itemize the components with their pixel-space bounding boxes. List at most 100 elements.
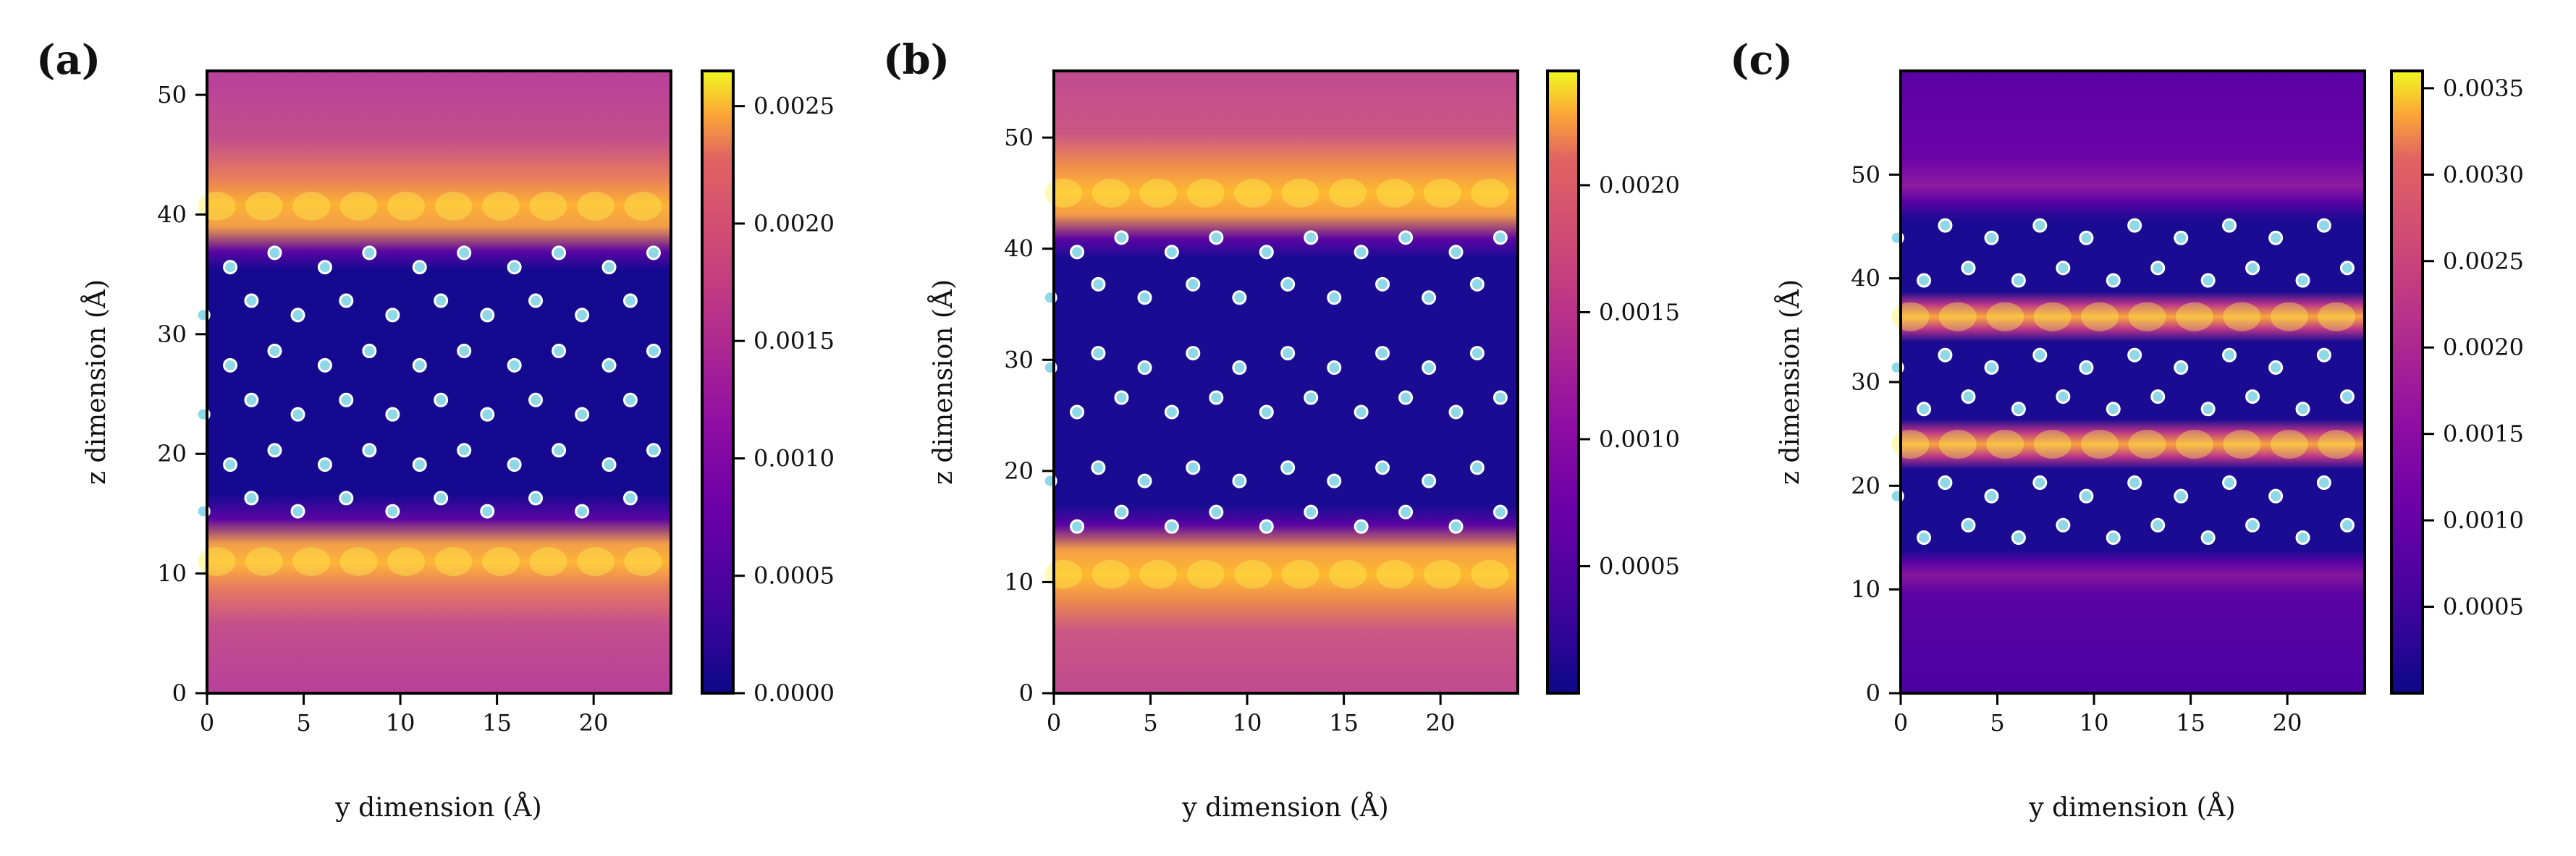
atom-c bbox=[1917, 530, 1932, 545]
hot-spot-a-0 bbox=[624, 547, 662, 577]
y-tick-label-b: 0 bbox=[1019, 679, 1034, 707]
hot-spot-c-0 bbox=[2270, 430, 2308, 459]
atom-b bbox=[1469, 276, 1485, 292]
atom-c bbox=[2106, 273, 2121, 288]
atom-b bbox=[1327, 360, 1342, 376]
colorbar-tick-label-c: 0.0020 bbox=[2443, 334, 2524, 361]
atom-b bbox=[1375, 460, 1390, 475]
hot-spot-c-1 bbox=[1891, 302, 1930, 331]
atom-b bbox=[1354, 404, 1369, 420]
y-ticks-a: 0 10 20 30 40 50 bbox=[157, 81, 207, 707]
hot-spot-a-0 bbox=[576, 547, 615, 577]
bright-spots-a bbox=[198, 191, 662, 577]
atom-a bbox=[646, 443, 661, 458]
hot-spot-a-1 bbox=[292, 191, 331, 221]
y-tick-label-a: 30 bbox=[157, 321, 187, 348]
atom-a bbox=[317, 457, 332, 473]
atom-c bbox=[2150, 517, 2166, 533]
atom-a bbox=[528, 293, 544, 308]
hot-spot-a-1 bbox=[624, 191, 662, 221]
colorbar-tick-label-c: 0.0030 bbox=[2443, 161, 2524, 188]
atom-b bbox=[1114, 504, 1129, 520]
atom-c bbox=[1961, 260, 1976, 276]
atom-c bbox=[1961, 517, 1976, 533]
hot-spot-a-1 bbox=[481, 191, 520, 221]
atom-c bbox=[1938, 475, 1953, 491]
y-tick-label-a: 0 bbox=[172, 679, 187, 707]
atom-a bbox=[434, 293, 449, 308]
hot-spot-c-0 bbox=[2175, 430, 2213, 459]
hot-spot-b-0 bbox=[1044, 559, 1083, 589]
atom-a bbox=[244, 392, 259, 407]
x-ticks-b: 0 5 10 15 20 bbox=[1047, 693, 1456, 737]
atom-c bbox=[2127, 218, 2142, 233]
x-ticks-a: 0 5 10 15 20 bbox=[200, 693, 609, 737]
atom-b bbox=[1398, 390, 1414, 405]
x-tick-label-b: 10 bbox=[1233, 709, 1262, 737]
y-tick-label-b: 30 bbox=[1004, 346, 1034, 373]
hot-spot-b-1 bbox=[1423, 178, 1461, 208]
atom-a bbox=[317, 357, 332, 373]
hot-spot-a-1 bbox=[387, 191, 426, 221]
atom-c bbox=[2222, 475, 2237, 491]
atom-c bbox=[2079, 488, 2094, 504]
atom-c bbox=[2150, 260, 2166, 276]
x-axis-label-c: y dimension (Å) bbox=[2028, 792, 2235, 823]
atom-a bbox=[267, 443, 282, 458]
hot-spot-a-0 bbox=[339, 547, 378, 577]
atom-a bbox=[434, 392, 449, 407]
panel-label-a: (a) bbox=[36, 36, 101, 84]
atom-c bbox=[2032, 218, 2048, 233]
atom-b bbox=[1422, 360, 1437, 376]
x-tick-label-a: 15 bbox=[482, 709, 512, 737]
hot-spot-b-1 bbox=[1186, 178, 1225, 208]
atom-c bbox=[2268, 360, 2284, 375]
x-tick-label-a: 0 bbox=[200, 709, 214, 737]
atom-c bbox=[2200, 530, 2216, 545]
atom-a bbox=[317, 260, 332, 275]
hot-spot-b-1 bbox=[1281, 178, 1319, 208]
atom-b bbox=[1354, 519, 1369, 534]
atom-a bbox=[480, 504, 495, 519]
atoms-b bbox=[1042, 230, 1508, 534]
atom-a bbox=[223, 357, 238, 373]
atom-a bbox=[552, 245, 567, 260]
hot-spot-b-1 bbox=[1376, 178, 1414, 208]
atom-b bbox=[1232, 360, 1247, 376]
atom-a bbox=[362, 245, 377, 260]
plot-frame-a bbox=[206, 69, 672, 695]
atom-a bbox=[575, 308, 590, 323]
atom-c bbox=[2339, 260, 2355, 276]
atom-c bbox=[2079, 230, 2094, 245]
atom-b bbox=[1137, 290, 1152, 305]
atom-a bbox=[575, 504, 590, 519]
atom-c bbox=[2316, 218, 2331, 233]
atom-a bbox=[575, 407, 590, 422]
atom-b bbox=[1448, 404, 1464, 420]
x-tick-label-b: 20 bbox=[1426, 709, 1456, 737]
atom-a bbox=[601, 260, 617, 275]
hot-spot-b-1 bbox=[1139, 178, 1178, 208]
atom-a bbox=[622, 491, 638, 506]
panel-c: (c) 0 5 10 15 20 0 10 20 30 40 50 y dimension (Å)… bbox=[1730, 36, 2524, 823]
atom-b bbox=[1327, 290, 1342, 305]
atom-c bbox=[2268, 488, 2284, 504]
atom-a bbox=[339, 293, 354, 308]
atom-a bbox=[244, 293, 259, 308]
heatmap-a bbox=[207, 71, 671, 693]
colorbar-tick-label-b: 0.0010 bbox=[1599, 425, 1680, 453]
atom-c bbox=[2011, 402, 2026, 417]
atom-a bbox=[290, 504, 305, 519]
atom-c bbox=[1961, 389, 1976, 404]
atom-c bbox=[1917, 273, 1932, 288]
atom-b bbox=[1091, 276, 1106, 292]
atom-a bbox=[339, 392, 354, 407]
atom-c bbox=[2245, 260, 2260, 276]
atom-a bbox=[223, 457, 238, 473]
hot-spot-b-0 bbox=[1376, 559, 1414, 589]
y-tick-label-c: 50 bbox=[1851, 161, 1880, 188]
atom-b bbox=[1186, 460, 1201, 475]
heatmap-b bbox=[1054, 71, 1518, 693]
heatmap-c bbox=[1901, 71, 2365, 693]
colorbar-tick-label-b: 0.0005 bbox=[1599, 552, 1680, 580]
